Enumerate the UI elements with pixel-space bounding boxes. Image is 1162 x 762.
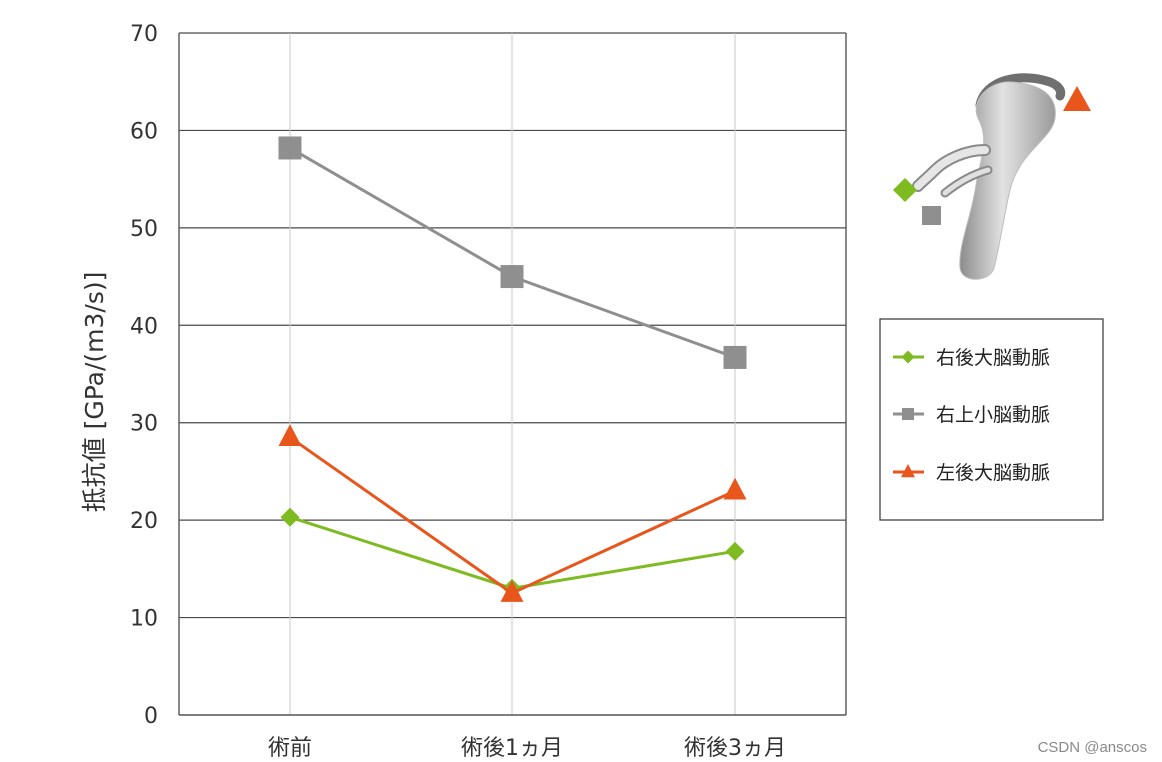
y-tick-label: 10 [130,607,158,632]
data-point [723,477,747,500]
x-tick-labels: 術前 術後1ヵ月 術後3ヵ月 [268,736,786,761]
x-tick-label: 術後3ヵ月 [684,736,786,761]
legend-swatch-marker [902,408,914,420]
legend-label: 右上小脳動脈 [936,404,1050,426]
y-tick-label: 60 [130,119,158,144]
legend-item: 左後大脳動脈 [893,462,1050,484]
vessel-inset [893,73,1091,280]
y-tick-labels: 0 10 20 30 40 50 60 70 [130,22,158,729]
y-tick-label: 0 [144,704,158,729]
y-tick-label: 50 [130,217,158,242]
legend-label: 左後大脳動脈 [936,462,1050,484]
vessel-model-icon [912,73,1066,280]
y-axis-label: 抵抗値 [GPa/(m3/s)] [80,272,109,513]
y-tick-label: 20 [130,509,158,534]
data-point [723,345,747,369]
data-point [500,265,524,289]
legend-box [879,318,1104,521]
diamond-marker-icon [893,178,917,202]
legend-item: 右後大脳動脈 [893,347,1050,369]
x-tick-label: 術前 [268,736,312,761]
watermark: CSDN @anscos [1038,739,1147,756]
y-tick-label: 40 [130,314,158,339]
triangle-marker-icon [1063,86,1091,111]
legend-label: 右後大脳動脈 [936,347,1050,369]
data-point [278,424,302,446]
y-tick-label: 30 [130,412,158,437]
y-tick-label: 70 [130,22,158,47]
series-3 [278,424,747,602]
category-guides [289,33,736,715]
series-group [278,136,747,602]
series-2 [278,136,747,369]
data-point [500,579,524,602]
legend-swatch-marker [901,463,915,478]
data-point [725,541,745,561]
legend-item: 右上小脳動脈 [893,404,1050,426]
legend-swatch-marker [901,350,915,364]
data-point [280,507,300,527]
x-tick-label: 術後1ヵ月 [461,736,563,761]
square-marker-icon [922,206,941,225]
data-point [278,136,302,160]
axes [178,33,847,716]
